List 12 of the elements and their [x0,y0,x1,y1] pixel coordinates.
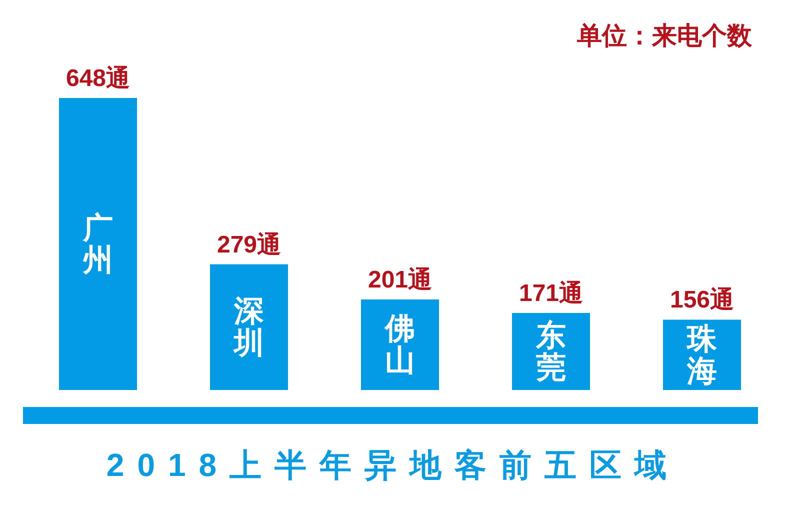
data-label: 279通 [216,231,282,258]
text: 单位：来电个数 [576,22,753,50]
data-label: 201通 [368,266,432,294]
data-label: 156通 [670,286,734,314]
category-label: 广州 [83,212,113,276]
text: 2018上半年异地客前五区域 [106,447,680,483]
category-label: 东莞 [536,318,566,384]
data-label: 648通 [66,65,130,92]
category-label: 佛山 [385,312,415,378]
category-label: 珠海 [687,322,717,388]
data-label: 171通 [518,280,584,307]
category-label: 深圳 [234,294,264,360]
